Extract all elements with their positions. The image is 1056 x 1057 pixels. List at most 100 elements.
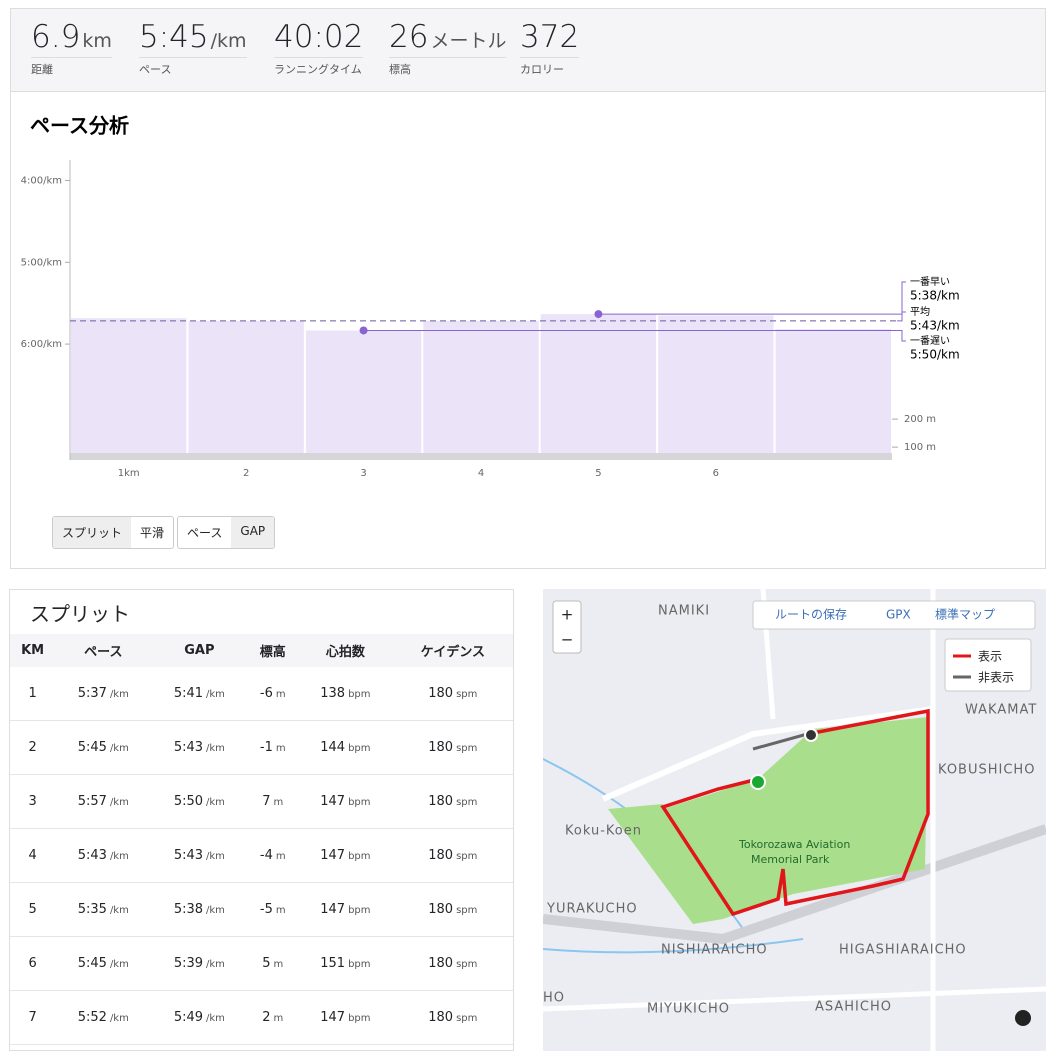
- toggle-button[interactable]: ペース: [187, 526, 223, 540]
- marker-dot: [594, 310, 603, 319]
- cell-unit: spm: [456, 689, 478, 700]
- cell-value: 5:57: [77, 794, 107, 809]
- splits-title: スプリット: [30, 602, 130, 626]
- route-save[interactable]: ルートの保存: [775, 608, 847, 622]
- cell-value: 5:49: [173, 1010, 204, 1025]
- map-label: HIGASHIARAICHO: [839, 943, 967, 958]
- x-tick-label: 6: [713, 468, 719, 479]
- column-header: KM: [10, 634, 56, 667]
- y-tick-label: 6:00/km: [21, 339, 62, 350]
- cell-unit: bpm: [348, 851, 371, 862]
- elevation-profile: [70, 453, 892, 460]
- cell-value: 6: [28, 956, 37, 971]
- cell-value: 2: [28, 740, 37, 755]
- bar: [423, 320, 539, 460]
- stat-label: ランニングタイム: [274, 57, 364, 77]
- cell: 5:39/km: [151, 936, 248, 991]
- column-header: ペース: [55, 634, 152, 667]
- cell: 5:35/km: [55, 882, 152, 937]
- cell: 5:50/km: [151, 774, 248, 829]
- map-label: KOBUSHICHO: [938, 763, 1035, 778]
- y2-tick-label: 200 m: [904, 414, 936, 425]
- cell-unit: bpm: [348, 743, 371, 754]
- map-label: Koku-Koen: [565, 824, 642, 839]
- button-group: スプリット 平滑: [52, 516, 175, 549]
- cell: 180 spm: [392, 667, 513, 721]
- zoom-out[interactable]: −: [561, 631, 574, 649]
- chart-title: ペース分析: [30, 114, 129, 138]
- cell-value: 5:39: [173, 956, 204, 971]
- toggle-button[interactable]: GAP: [231, 517, 275, 548]
- stat-value: 5:45: [139, 19, 209, 55]
- bar: [775, 329, 891, 460]
- cell: 1: [10, 667, 56, 721]
- cell: 5:49/km: [151, 990, 248, 1045]
- cell: 5:45/km: [55, 936, 152, 991]
- cell-value: 5:43: [173, 848, 204, 863]
- cell-value: 180: [428, 686, 454, 701]
- header-row: KM ペース GAP 標高 心拍数 ケイデンス: [10, 634, 513, 667]
- cell-value: 151: [320, 956, 346, 971]
- stat-value: 6.9: [31, 19, 81, 55]
- bracket: [897, 311, 906, 322]
- stat-unit: /km: [210, 30, 247, 52]
- cell-value: 7: [28, 1010, 37, 1025]
- cell-unit: /km: [206, 905, 225, 916]
- cell: 151 bpm: [298, 936, 393, 991]
- map-label: ASAHICHO: [815, 1000, 892, 1015]
- cell-value: 147: [320, 848, 346, 863]
- cell: 5:37/km: [55, 667, 152, 721]
- cell-unit: m: [275, 689, 286, 700]
- cell-value: 138: [320, 686, 346, 701]
- cell: 5:43/km: [151, 828, 248, 883]
- cell-unit: m: [275, 743, 286, 754]
- annotation-label: 一番早い: [910, 276, 950, 288]
- gpx[interactable]: GPX: [886, 608, 911, 622]
- map-label: Memorial Park: [751, 853, 830, 866]
- cell-value: -5: [259, 902, 273, 917]
- stat-label: 標高: [389, 57, 507, 77]
- cell: 180 spm: [392, 990, 513, 1045]
- stat-label: カロリー: [520, 57, 580, 77]
- cell-value: 4: [28, 848, 37, 863]
- toggle-button[interactable]: 平滑: [140, 526, 165, 540]
- stat-value: 26: [389, 19, 429, 55]
- cell: 147 bpm: [298, 828, 393, 883]
- stat: 5:45/km ペース: [139, 19, 247, 77]
- splits-table: KM ペース GAP 標高 心拍数 ケイデンス 1 5:37/km 5:41/km -6 m 138 b…: [10, 634, 513, 1045]
- annotation-value: 5:43/km: [910, 319, 960, 333]
- cell-value: 5:45: [77, 740, 107, 755]
- cell-unit: spm: [456, 851, 478, 862]
- cell: 138 bpm: [298, 667, 393, 721]
- marker-dot: [359, 326, 368, 335]
- cell-value: 5:37: [77, 686, 107, 701]
- map-style[interactable]: 標準マップ: [935, 607, 995, 622]
- split-row: 5 5:35/km 5:38/km -5 m 147 bpm 180 spm: [10, 882, 513, 937]
- legend-shown: 表示: [978, 650, 1002, 664]
- cell-unit: /km: [206, 1013, 225, 1024]
- cell: 144 bpm: [298, 720, 393, 775]
- cell-value: 2: [262, 1010, 271, 1025]
- cell: 180 spm: [392, 720, 513, 775]
- cell-unit: /km: [109, 959, 129, 970]
- cell-unit: /km: [206, 959, 225, 970]
- cell-unit: m: [273, 797, 284, 808]
- cell-unit: m: [273, 959, 284, 970]
- legend-hidden: 非表示: [978, 671, 1014, 685]
- stat-value: 40:02: [274, 19, 364, 55]
- toggle-button[interactable]: スプリット: [53, 517, 132, 548]
- cell-unit: /km: [206, 743, 225, 754]
- cell: 180 spm: [392, 882, 513, 937]
- cell-value: 5:43: [77, 848, 107, 863]
- cell-value: 147: [320, 902, 346, 917]
- cell: 5:45/km: [55, 720, 152, 775]
- cell-unit: /km: [206, 797, 225, 808]
- cell-unit: /km: [109, 743, 129, 754]
- x-tick-label: 5: [595, 468, 601, 479]
- zoom-in[interactable]: +: [561, 606, 574, 624]
